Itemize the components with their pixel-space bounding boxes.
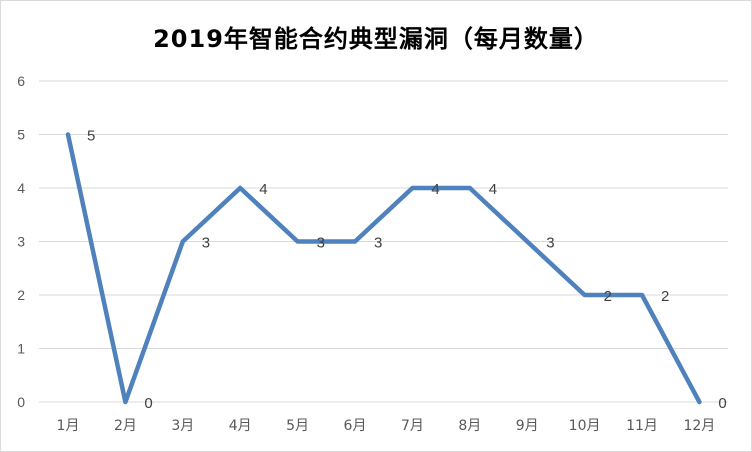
x-tick-label: 2月: [114, 418, 137, 434]
x-tick-label: 11月: [626, 418, 658, 434]
data-label: 2: [604, 288, 612, 305]
x-tick-label: 3月: [171, 418, 194, 434]
x-tick-label: 1月: [57, 418, 80, 434]
x-tick-label: 6月: [344, 418, 367, 434]
x-tick-label: 7月: [401, 418, 424, 434]
x-axis-ticks: 1月 2月 3月 4月 5月 6月 7月 8月 9月 10月 11月 12月: [57, 418, 716, 434]
x-tick-label: 4月: [229, 418, 252, 434]
data-label: 4: [431, 181, 439, 198]
data-label: 3: [374, 235, 382, 252]
gridlines: [39, 80, 728, 403]
data-label: 5: [87, 128, 95, 145]
data-labels: 5 0 3 4 3 3 4 4 3 2 2 0: [87, 128, 727, 413]
data-label: 2: [661, 288, 669, 305]
x-tick-label: 8月: [458, 418, 481, 434]
x-tick-label: 5月: [286, 418, 309, 434]
y-axis-ticks: 0 1 2 3 4 5 6: [17, 73, 25, 410]
series-layer: [65, 132, 702, 405]
chart-title: 2019年智能合约典型漏洞（每月数量）: [153, 25, 599, 53]
y-tick-label: 2: [17, 287, 25, 303]
y-tick-label: 1: [17, 341, 25, 357]
y-tick-label: 5: [17, 127, 25, 143]
y-tick-label: 4: [17, 180, 25, 196]
x-tick-label: 9月: [516, 418, 539, 434]
series-line-0: [65, 132, 702, 405]
y-tick-label: 6: [17, 73, 25, 89]
x-tick-label: 12月: [683, 418, 715, 434]
x-tick-label: 10月: [569, 418, 601, 434]
data-label: 0: [144, 395, 152, 412]
data-label: 3: [546, 235, 554, 252]
y-tick-label: 0: [17, 394, 25, 410]
data-label: 0: [718, 395, 726, 412]
data-label: 3: [202, 235, 210, 252]
y-tick-label: 3: [17, 234, 25, 250]
data-label: 3: [317, 235, 325, 252]
data-label: 4: [259, 181, 267, 198]
data-label: 4: [489, 181, 497, 198]
